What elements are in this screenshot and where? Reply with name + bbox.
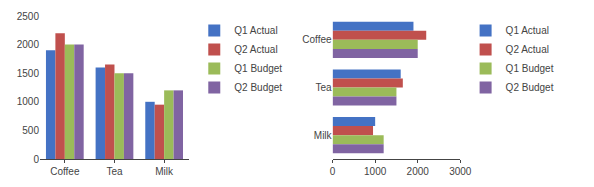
svg-text:2000: 2000 <box>17 39 40 50</box>
svg-text:Q2 Actual: Q2 Actual <box>234 44 277 55</box>
svg-text:Milk: Milk <box>314 130 333 141</box>
svg-text:Q2 Actual: Q2 Actual <box>506 44 549 55</box>
svg-text:Tea: Tea <box>315 82 332 93</box>
svg-text:Coffee: Coffee <box>50 166 80 177</box>
svg-text:Tea: Tea <box>106 166 123 177</box>
svg-text:1000: 1000 <box>17 96 40 107</box>
svg-text:3000: 3000 <box>449 166 472 177</box>
svg-text:Q1 Actual: Q1 Actual <box>234 25 277 36</box>
svg-text:1000: 1000 <box>364 166 387 177</box>
svg-text:Q1 Budget: Q1 Budget <box>234 63 282 74</box>
svg-text:500: 500 <box>22 125 39 136</box>
svg-text:2500: 2500 <box>17 11 40 22</box>
svg-text:0: 0 <box>33 154 39 165</box>
svg-text:1500: 1500 <box>17 68 40 79</box>
svg-text:2000: 2000 <box>407 166 430 177</box>
svg-text:Q1 Actual: Q1 Actual <box>506 25 549 36</box>
svg-text:0: 0 <box>330 166 336 177</box>
svg-text:Q2 Budget: Q2 Budget <box>234 82 282 93</box>
svg-text:Q1 Budget: Q1 Budget <box>506 63 554 74</box>
svg-text:Milk: Milk <box>155 166 174 177</box>
svg-text:Coffee: Coffee <box>302 34 332 45</box>
svg-text:Q2 Budget: Q2 Budget <box>506 82 554 93</box>
